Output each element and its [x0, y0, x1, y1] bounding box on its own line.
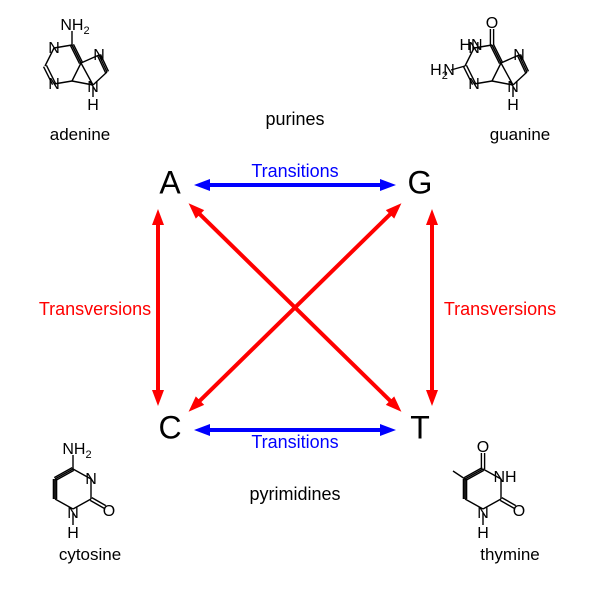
svg-text:O: O — [477, 439, 489, 456]
svg-text:N: N — [93, 47, 105, 64]
thymine-label: thymine — [480, 545, 540, 564]
adenine-label: adenine — [50, 125, 111, 144]
mutation-diagram: Transitions Transitions Transversions Trans… — [0, 0, 600, 600]
svg-text:O: O — [513, 503, 525, 520]
svg-text:N: N — [48, 40, 60, 57]
svg-text:N: N — [85, 471, 97, 488]
svg-text:H: H — [87, 97, 99, 114]
svg-text:H: H — [67, 525, 79, 542]
svg-text:N: N — [513, 47, 525, 64]
node-C: C — [158, 409, 181, 445]
cytosine-structure: NHNONH2 — [53, 441, 115, 542]
category-purines: purines — [265, 109, 324, 129]
svg-text:H: H — [477, 525, 489, 542]
thymine-structure: NHNHOO — [453, 439, 525, 542]
category-pyrimidines: pyrimidines — [249, 484, 340, 504]
svg-text:N: N — [443, 62, 455, 79]
svg-text:NH: NH — [493, 469, 516, 486]
transition-label: Transitions — [251, 432, 338, 452]
transversion-label: Transversions — [444, 299, 556, 319]
svg-text:HN: HN — [459, 37, 482, 54]
transversion-label: Transversions — [39, 299, 151, 319]
svg-text:O: O — [486, 15, 498, 32]
node-G: G — [408, 164, 433, 200]
svg-text:O: O — [103, 503, 115, 520]
svg-text:NH2: NH2 — [60, 17, 89, 37]
svg-text:NH2: NH2 — [62, 441, 91, 461]
transition-label: Transitions — [251, 161, 338, 181]
svg-text:N: N — [468, 76, 480, 93]
guanine-structure: NNNNHOHNH2N — [430, 15, 528, 114]
svg-text:H: H — [507, 97, 519, 114]
cytosine-label: cytosine — [59, 545, 121, 564]
adenine-structure: NNNNHNH2 — [44, 17, 109, 114]
svg-text:N: N — [48, 76, 60, 93]
node-A: A — [159, 164, 181, 200]
guanine-label: guanine — [490, 125, 551, 144]
node-T: T — [410, 409, 430, 445]
